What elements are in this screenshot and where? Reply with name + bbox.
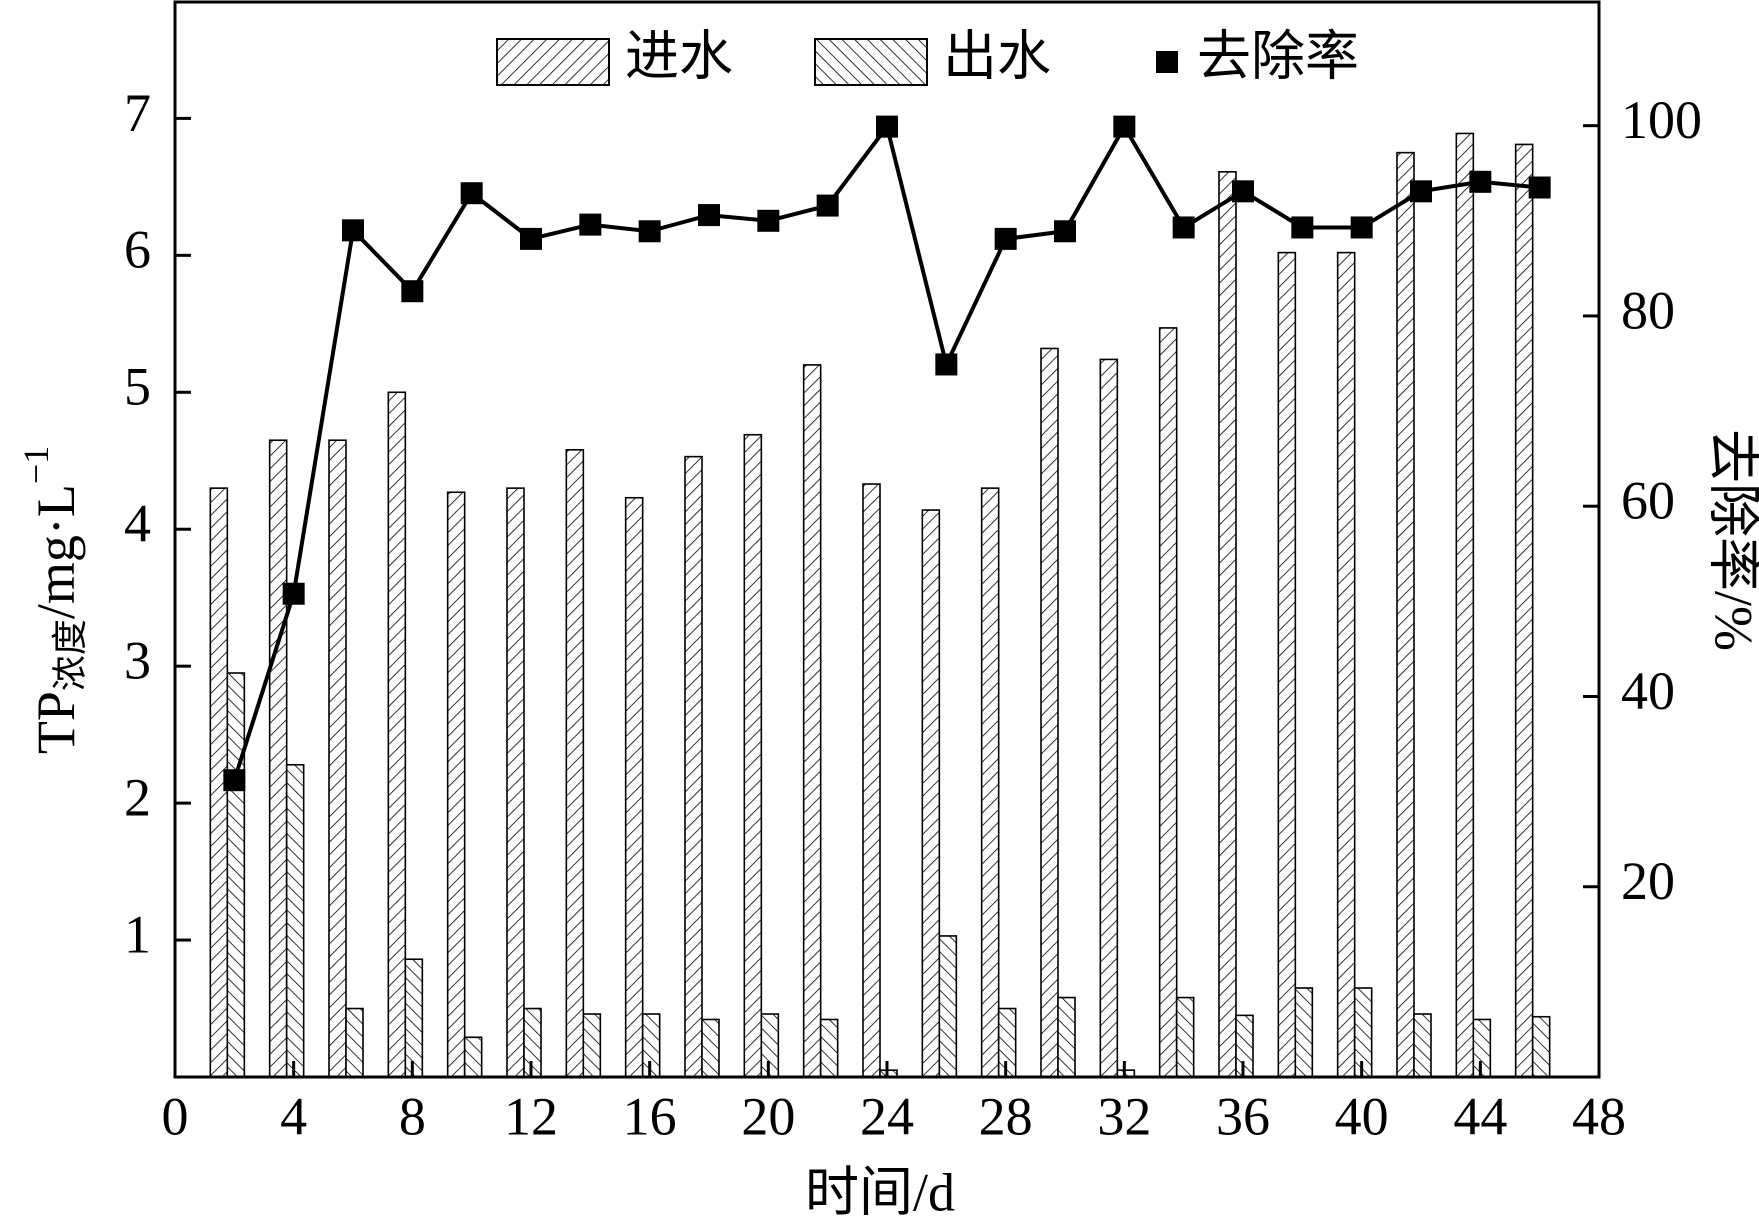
bar xyxy=(446,491,466,1078)
y-tick-label: 2 xyxy=(124,768,151,828)
x-tick-label: 24 xyxy=(860,1086,914,1146)
bar xyxy=(1336,251,1356,1078)
marker xyxy=(1232,180,1254,203)
marker xyxy=(401,280,424,303)
bar xyxy=(743,433,763,1078)
bar xyxy=(268,439,288,1078)
bar xyxy=(463,1036,483,1078)
y-label-main: TP xyxy=(26,691,86,754)
marker xyxy=(1054,220,1076,243)
x-tick-label: 0 xyxy=(162,1086,189,1146)
bar xyxy=(1514,143,1534,1078)
x-tick-label: 44 xyxy=(1453,1086,1507,1146)
bar xyxy=(1413,1013,1432,1078)
y-tick-label: 7 xyxy=(124,83,151,143)
bar xyxy=(328,439,347,1078)
y2-tick-label: 100 xyxy=(1621,90,1702,150)
bar xyxy=(565,449,585,1078)
bar xyxy=(684,455,703,1078)
bar xyxy=(1158,327,1178,1078)
y-label-rest: /mg·L xyxy=(26,484,86,619)
bar xyxy=(285,763,305,1078)
y-label-sub: 浓度 xyxy=(50,619,90,691)
bar xyxy=(1099,358,1119,1078)
bar xyxy=(980,487,1000,1078)
legend-swatch xyxy=(496,38,610,86)
x-tick-label: 8 xyxy=(399,1086,426,1146)
bar xyxy=(226,672,246,1078)
marker xyxy=(1291,216,1314,239)
marker xyxy=(994,227,1017,250)
x-tick-label: 12 xyxy=(504,1086,558,1146)
y2-tick-label: 60 xyxy=(1621,471,1675,531)
marker xyxy=(816,194,839,217)
marker xyxy=(1350,216,1373,239)
bar xyxy=(921,509,941,1078)
legend-label: 去除率 xyxy=(1197,26,1359,86)
bar xyxy=(1057,996,1076,1078)
y2-tick-label: 20 xyxy=(1621,851,1675,911)
bar xyxy=(1455,132,1475,1078)
y2-tick-label: 80 xyxy=(1621,280,1675,340)
legend-swatch xyxy=(1156,51,1178,73)
marker xyxy=(1469,170,1492,193)
marker xyxy=(1528,176,1551,199)
x-tick-label: 28 xyxy=(979,1086,1033,1146)
legend-label: 进水 xyxy=(625,26,733,86)
bar xyxy=(1040,347,1059,1078)
marker xyxy=(282,582,305,605)
bar xyxy=(819,1018,839,1078)
bar xyxy=(345,1007,364,1078)
y-tick-label: 4 xyxy=(124,494,151,554)
marker xyxy=(1113,115,1136,138)
marker xyxy=(460,182,483,205)
bar xyxy=(387,391,407,1078)
y-tick-label: 1 xyxy=(124,904,151,964)
legend-swatch xyxy=(814,38,928,86)
bar xyxy=(582,1013,602,1078)
marker xyxy=(1410,180,1432,203)
x-tick-label: 4 xyxy=(280,1086,307,1146)
bar xyxy=(1396,151,1415,1078)
marker xyxy=(698,204,720,227)
bar xyxy=(506,487,525,1078)
marker xyxy=(579,213,602,236)
marker xyxy=(876,115,898,138)
y-label-sup: −1 xyxy=(16,446,56,484)
x-tick-label: 36 xyxy=(1216,1086,1270,1146)
legend-label: 出水 xyxy=(943,26,1051,86)
x-tick-label: 16 xyxy=(623,1086,677,1146)
bar xyxy=(1277,251,1297,1078)
bar xyxy=(624,496,644,1078)
bar xyxy=(802,364,822,1078)
x-tick-label: 40 xyxy=(1335,1086,1389,1146)
marker xyxy=(638,220,661,243)
y2-axis-label: 去除率/% xyxy=(1704,429,1759,651)
marker xyxy=(223,769,246,792)
x-tick-label: 32 xyxy=(1097,1086,1151,1146)
x-tick-label: 20 xyxy=(741,1086,795,1146)
bar xyxy=(701,1018,720,1078)
marker xyxy=(342,219,364,242)
bar xyxy=(1531,1015,1551,1078)
marker xyxy=(520,227,542,250)
bar xyxy=(404,958,424,1078)
bar xyxy=(938,935,958,1078)
bar xyxy=(1175,996,1195,1078)
y-tick-label: 3 xyxy=(124,631,151,691)
bar xyxy=(862,483,881,1078)
x-axis-label: 时间/d xyxy=(805,1162,955,1222)
bar xyxy=(1218,171,1237,1078)
y-tick-label: 6 xyxy=(124,220,151,280)
y2-tick-label: 40 xyxy=(1621,661,1675,721)
y-axis-label: TP浓度/mg·L−1 xyxy=(16,446,90,754)
bar xyxy=(1294,987,1314,1078)
marker xyxy=(1172,216,1195,239)
marker xyxy=(757,209,780,232)
y-tick-label: 5 xyxy=(124,357,151,417)
marker xyxy=(935,353,958,376)
x-tick-label: 48 xyxy=(1572,1086,1626,1146)
